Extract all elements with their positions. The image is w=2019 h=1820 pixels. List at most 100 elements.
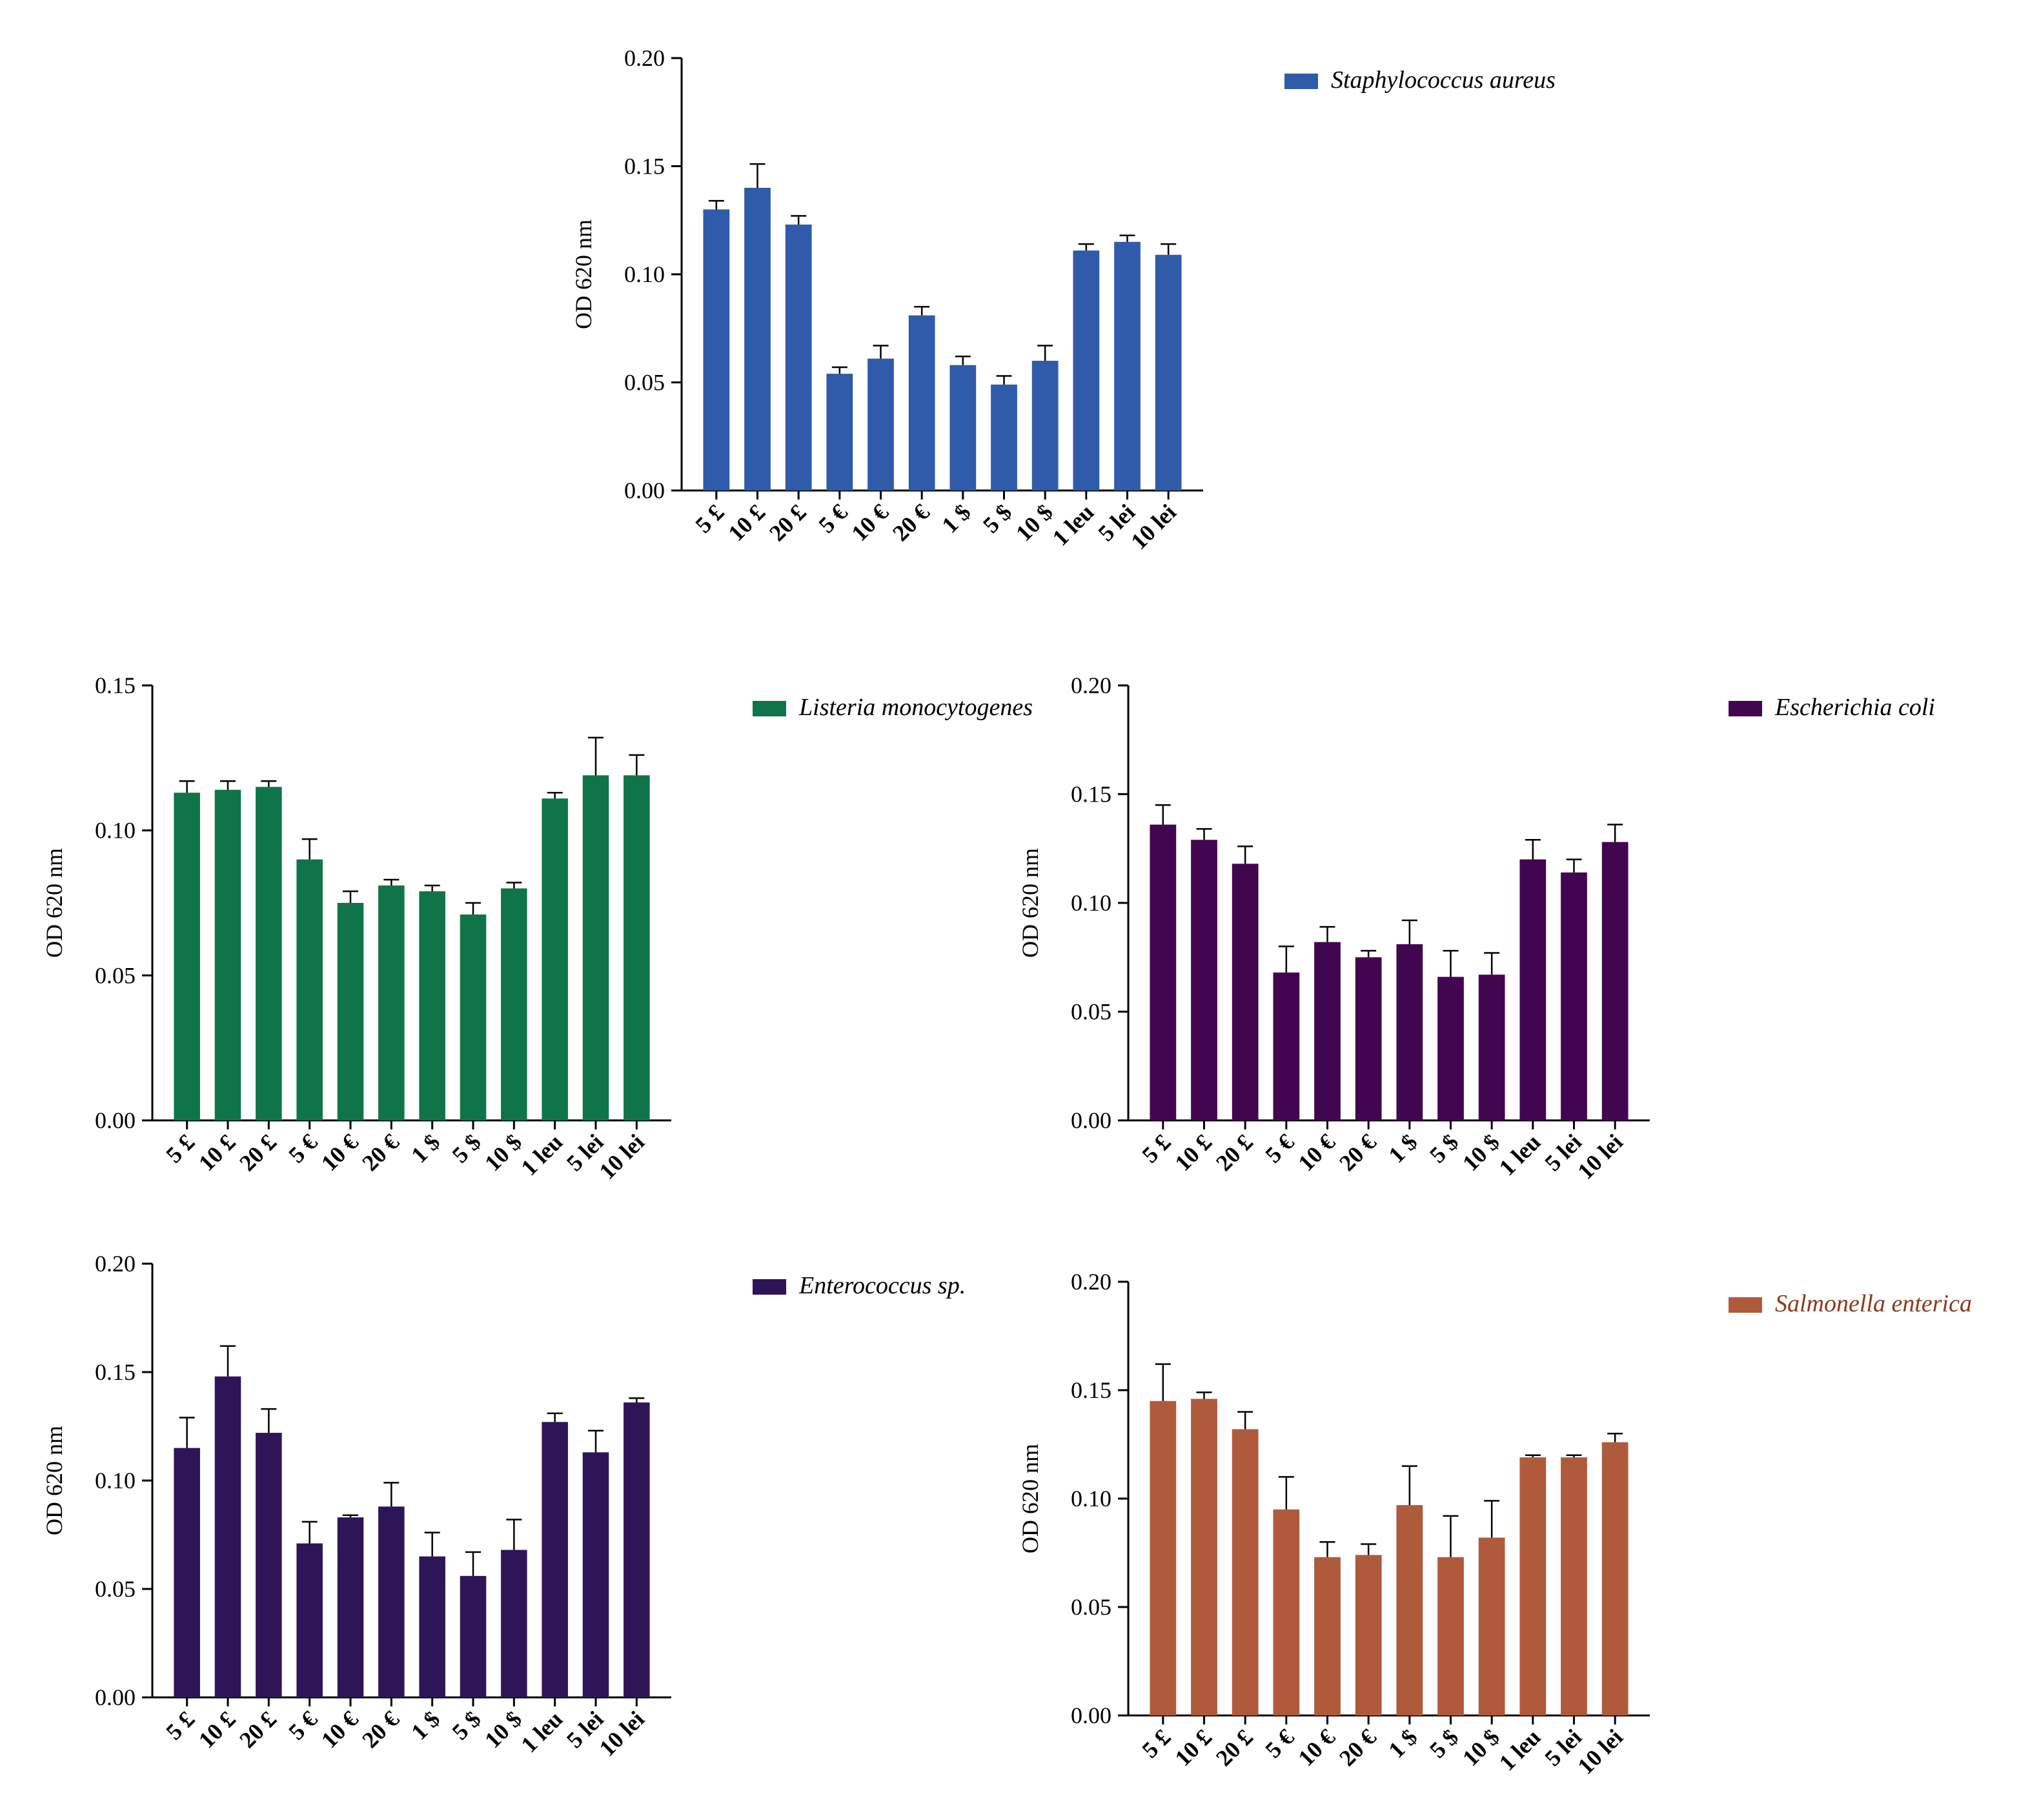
bar-staph-2 [785, 224, 812, 490]
bar-listeria-10 [582, 775, 609, 1120]
y-tick-label: 0.05 [95, 962, 136, 988]
x-tick-label: 20 € [357, 1706, 404, 1753]
bar-listeria-9 [542, 798, 568, 1120]
bar-staph-9 [1073, 250, 1100, 490]
chart-ecoli: 0.00 0.05 0.10 0.15 0.20 OD 620 nm 5 £10 £20 £… [1017, 672, 1935, 1184]
x-tick-label: 10 $ [480, 1706, 527, 1753]
y-tick-label: 0.20 [624, 45, 665, 71]
y-tick-label: 0.15 [1071, 1377, 1111, 1403]
bar-listeria-8 [501, 888, 527, 1120]
x-tick-label: 10 lei [1572, 1724, 1628, 1779]
y-axis-title: OD 620 nm [571, 219, 596, 329]
bar-salmonella-6 [1396, 1505, 1423, 1715]
x-tick-label: 20 £ [764, 499, 811, 546]
x-tick-label: 5 $ [447, 1706, 486, 1744]
bar-ecoli-10 [1561, 872, 1587, 1120]
x-tick-label: 5 £ [161, 1129, 199, 1168]
bar-enterococcus-7 [460, 1575, 487, 1697]
x-tick-label: 1 $ [937, 499, 975, 538]
bar-listeria-5 [378, 885, 405, 1120]
bar-listeria-0 [174, 793, 200, 1120]
bar-listeria-6 [419, 891, 445, 1120]
x-tick-label: 5 € [1260, 1724, 1299, 1763]
x-tick-label: 1 leu [516, 1129, 567, 1180]
bar-listeria-4 [337, 903, 364, 1120]
bar-staph-8 [1031, 361, 1059, 490]
y-tick-label: 0.10 [624, 261, 665, 287]
y-tick-label: 0.20 [1071, 1269, 1111, 1295]
y-tick-label: 0.00 [95, 1107, 136, 1133]
bar-ecoli-11 [1601, 842, 1628, 1120]
x-tick-label: 5 $ [978, 499, 1017, 538]
bar-salmonella-9 [1519, 1457, 1547, 1715]
y-tick-label: 0.00 [624, 478, 665, 503]
bar-enterococcus-0 [174, 1448, 200, 1697]
bar-ecoli-2 [1232, 864, 1259, 1120]
x-tick-label: 10 € [1293, 1724, 1340, 1771]
x-tick-label: 10 lei [594, 1129, 649, 1184]
bar-enterococcus-3 [296, 1543, 323, 1697]
y-tick-label: 0.15 [95, 672, 136, 698]
bar-salmonella-8 [1478, 1537, 1505, 1715]
y-axis-title: OD 620 nm [1017, 848, 1043, 958]
x-tick-label: 5 € [283, 1706, 322, 1744]
bar-enterococcus-4 [337, 1517, 364, 1697]
x-tick-label: 5 $ [1425, 1129, 1463, 1168]
y-tick-label: 0.05 [1071, 1594, 1111, 1620]
legend-label: Escherichia coli [1774, 694, 1935, 721]
legend-swatch [753, 1279, 786, 1295]
y-tick-label: 0.00 [1071, 1703, 1111, 1728]
x-tick-label: 10 $ [1011, 499, 1058, 546]
bar-ecoli-1 [1191, 840, 1217, 1120]
bar-enterococcus-8 [501, 1550, 527, 1697]
bar-enterococcus-2 [256, 1433, 282, 1697]
x-tick-label: 20 £ [234, 1706, 281, 1753]
y-tick-label: 0.15 [95, 1359, 136, 1385]
x-tick-label: 20 £ [1211, 1129, 1258, 1176]
bar-enterococcus-9 [542, 1422, 568, 1697]
x-tick-label: 5 $ [1425, 1724, 1463, 1763]
bar-salmonella-10 [1561, 1457, 1587, 1715]
x-tick-label: 10 $ [1457, 1129, 1505, 1176]
x-tick-label: 10 lei [1126, 499, 1181, 554]
x-tick-label: 1 $ [1383, 1129, 1422, 1168]
bar-salmonella-3 [1273, 1509, 1300, 1715]
x-tick-label: 10 $ [480, 1129, 527, 1176]
x-tick-label: 1 $ [406, 1706, 445, 1744]
x-tick-label: 10 £ [194, 1706, 241, 1753]
bar-staph-6 [949, 365, 977, 490]
x-tick-label: 5 € [283, 1129, 322, 1168]
bar-listeria-7 [460, 914, 487, 1120]
bar-enterococcus-1 [214, 1376, 241, 1697]
x-tick-label: 10 € [316, 1706, 363, 1753]
y-tick-label: 0.10 [95, 1468, 136, 1493]
legend-label: Listeria monocytogenes [798, 694, 1033, 721]
y-tick-label: 0.10 [1071, 890, 1111, 916]
bar-ecoli-0 [1150, 824, 1177, 1120]
x-tick-label: 10 £ [1170, 1724, 1217, 1771]
x-tick-label: 10 £ [194, 1129, 241, 1176]
x-tick-label: 10 $ [1457, 1724, 1505, 1771]
chart-salmonella: 0.00 0.05 0.10 0.15 0.20 OD 620 nm 5 £10 £20 £… [1017, 1269, 1972, 1779]
bar-salmonella-11 [1601, 1442, 1628, 1715]
x-tick-label: 10 lei [1572, 1129, 1628, 1184]
x-tick-label: 1 leu [1494, 1724, 1546, 1775]
x-tick-label: 1 $ [406, 1129, 445, 1168]
x-tick-label: 5 € [813, 499, 852, 538]
y-tick-label: 0.15 [624, 154, 665, 179]
x-tick-label: 5 £ [1137, 1724, 1175, 1763]
bar-enterococcus-6 [419, 1556, 445, 1697]
bar-listeria-11 [624, 775, 650, 1120]
y-tick-label: 0.05 [624, 370, 665, 396]
bar-ecoli-6 [1396, 944, 1423, 1120]
bar-ecoli-4 [1314, 942, 1341, 1120]
x-tick-label: 5 € [1260, 1129, 1299, 1168]
x-tick-label: 5 £ [161, 1706, 199, 1744]
bar-ecoli-9 [1519, 859, 1547, 1120]
bar-enterococcus-11 [624, 1402, 650, 1697]
legend-label: Staphylococcus aureus [1331, 66, 1556, 94]
y-axis-title: OD 620 nm [1017, 1444, 1043, 1553]
y-tick-label: 0.05 [95, 1576, 136, 1602]
